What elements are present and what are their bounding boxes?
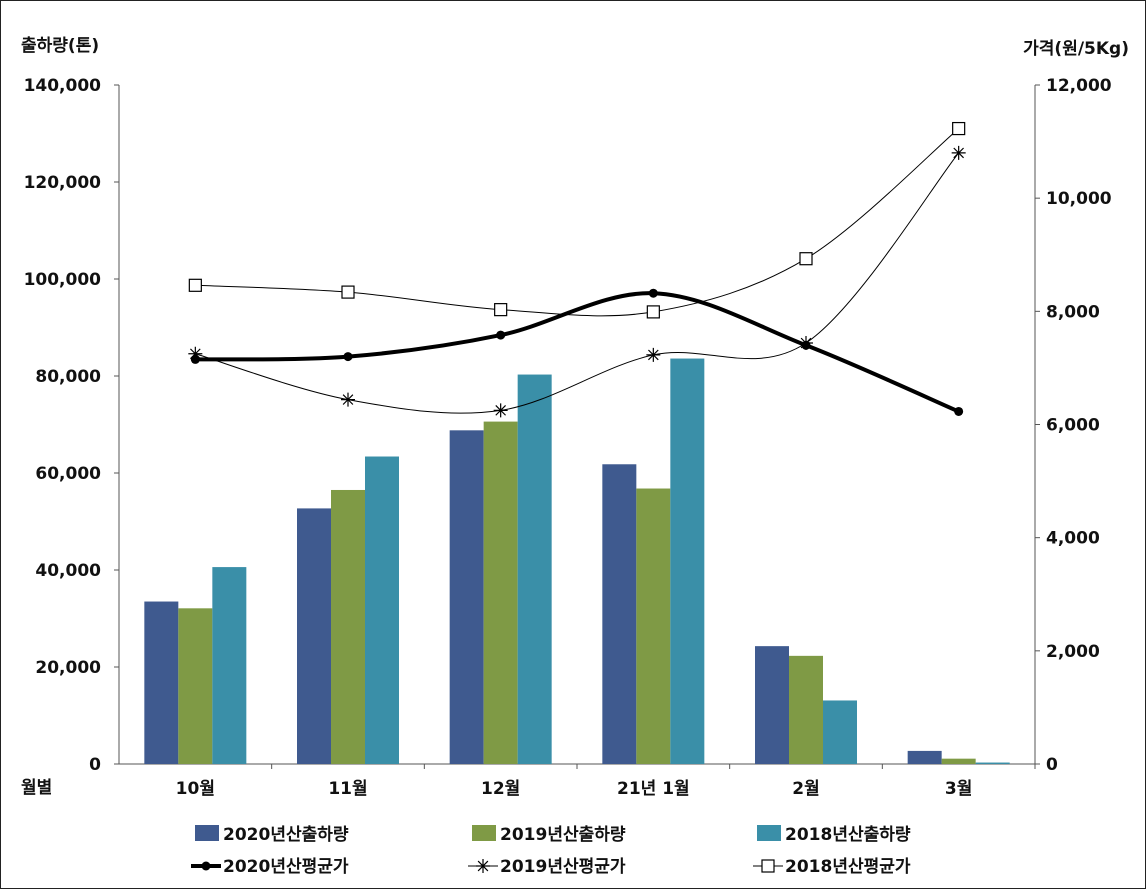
left-tick-label: 40,000	[35, 561, 101, 581]
left-axis-title: 출하량(톤)	[21, 36, 99, 56]
price-point-2	[493, 403, 508, 418]
legend-label-line-2: 2019년산평균가	[500, 857, 626, 877]
bar-2	[178, 608, 213, 764]
legend-marker-1	[201, 861, 211, 871]
right-tick-label: 2,000	[1046, 642, 1100, 662]
legend-marker-2	[476, 859, 490, 873]
bar-1	[449, 430, 484, 764]
category-label: 21년 1월	[617, 779, 690, 799]
legend-label-bar-1: 2020년산출하량	[223, 825, 349, 845]
price-point-3	[188, 278, 202, 292]
bar-1	[144, 601, 179, 764]
category-label: 2월	[792, 779, 819, 799]
right-tick-label: 12,000	[1046, 76, 1112, 96]
price-point-2	[188, 346, 203, 361]
price-point-3	[646, 305, 660, 319]
left-tick-label: 100,000	[24, 270, 102, 290]
price-point-1	[954, 406, 964, 416]
bar-3	[517, 374, 552, 764]
legend-marker-3	[761, 859, 775, 873]
price-point-2	[799, 336, 813, 351]
left-tick-label: 60,000	[35, 464, 101, 484]
price-point-1	[648, 288, 658, 298]
left-tick-label: 0	[89, 755, 101, 775]
bar-2	[941, 758, 976, 764]
bar-2	[636, 488, 671, 764]
price-point-3	[494, 303, 508, 317]
price-point-3	[952, 121, 966, 136]
right-tick-label: 0	[1046, 755, 1058, 775]
price-point-2	[341, 392, 355, 407]
bar-1	[907, 750, 942, 764]
price-line-1	[195, 291, 960, 414]
x-axis-title: 월별	[21, 778, 52, 798]
bar-3	[823, 700, 857, 764]
right-axis-title: 가격(원/5Kg)	[1023, 39, 1129, 59]
right-tick-label: 4,000	[1046, 529, 1100, 549]
bar-3	[975, 762, 1010, 764]
bar-3	[212, 567, 247, 764]
right-tick-label: 10,000	[1046, 189, 1112, 209]
price-point-3	[799, 252, 813, 266]
bar-2	[483, 421, 518, 764]
bar-2	[789, 655, 823, 764]
price-line-3	[195, 128, 959, 317]
right-tick-label: 6,000	[1046, 416, 1100, 436]
legend-label-bar-2: 2019년산출하량	[500, 825, 626, 845]
category-label: 3월	[945, 779, 972, 799]
price-point-1	[496, 330, 506, 340]
legend-swatch-bar-3	[757, 825, 781, 841]
price-point-2	[951, 145, 966, 160]
legend-label-line-1: 2020년산평균가	[223, 857, 349, 877]
left-tick-label: 20,000	[35, 658, 101, 678]
price-line-2	[195, 152, 960, 414]
legend-label-bar-3: 2018년산출하량	[785, 825, 911, 845]
left-tick-label: 80,000	[35, 367, 101, 387]
bar-3	[670, 358, 705, 764]
legend-label-line-3: 2018년산평균가	[785, 857, 911, 877]
left-tick-label: 140,000	[24, 76, 102, 96]
price-point-2	[646, 347, 661, 362]
category-label: 11월	[328, 779, 367, 799]
category-label: 12월	[481, 779, 520, 799]
price-point-3	[341, 285, 355, 299]
price-point-1	[343, 352, 353, 362]
right-tick-label: 8,000	[1046, 302, 1100, 322]
bar-1	[755, 646, 789, 764]
left-tick-label: 120,000	[24, 173, 102, 193]
legend-swatch-bar-1	[195, 825, 219, 841]
bar-2	[331, 489, 365, 764]
legend-swatch-bar-2	[472, 825, 496, 841]
bar-3	[365, 456, 399, 764]
bar-1	[602, 464, 637, 764]
category-label: 10월	[176, 779, 215, 799]
bar-1	[297, 508, 331, 764]
